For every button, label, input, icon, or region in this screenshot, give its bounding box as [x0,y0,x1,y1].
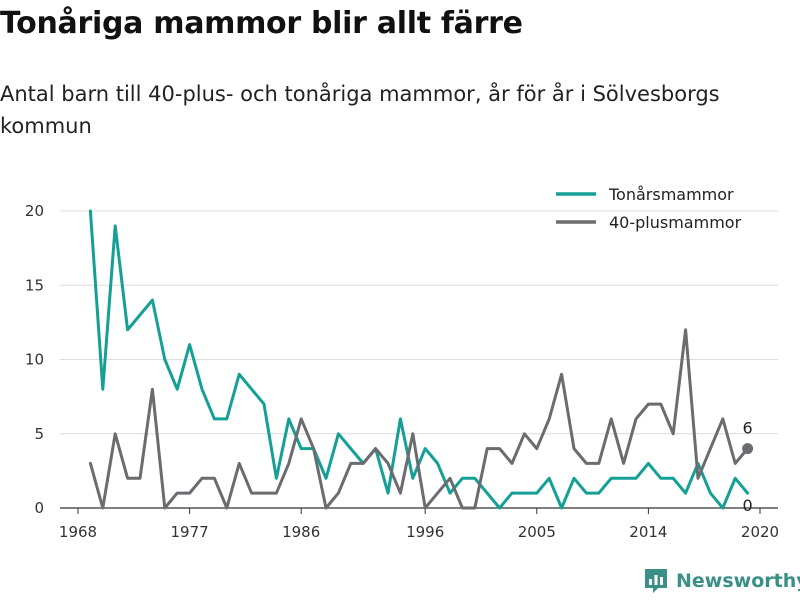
end-point-marker [742,443,754,455]
y-tick-label: 20 [25,202,44,220]
series-line-40-plusmammor [88,328,750,510]
x-tick-label: 1996 [406,523,444,541]
end-label-40-plusmammor: 6 [743,419,753,438]
x-tick-label: 1968 [59,523,97,541]
x-tick-label: 2020 [741,523,779,541]
end-label-tonarsmammor: 0 [743,496,753,515]
y-tick-label: 10 [25,351,44,369]
x-tick-label: 1986 [282,523,320,541]
x-tick-label: 2014 [629,523,667,541]
chart-title: Tonåriga mammor blir allt färre [0,6,523,41]
chart-subtitle: Antal barn till 40-plus- och tonåriga ma… [0,82,720,138]
y-tick-label: 15 [25,276,44,294]
newsworthy-logo: Newsworthy [644,568,800,594]
y-tick-label: 0 [34,499,44,517]
newsworthy-icon [645,569,667,593]
y-tick-label: 5 [34,425,44,443]
brand-name: Newsworthy [676,570,800,592]
x-tick-label: 2005 [518,523,556,541]
x-tick-label: 1977 [171,523,209,541]
legend-label: 40-plusmammor [609,213,742,232]
legend-label: Tonårsmammor [608,185,734,204]
